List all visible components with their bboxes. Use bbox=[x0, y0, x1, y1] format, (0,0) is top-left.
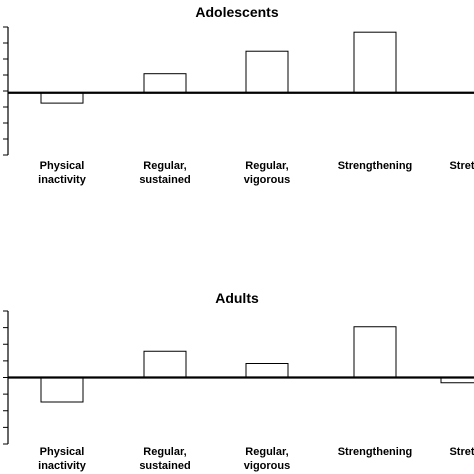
bar bbox=[143, 73, 187, 94]
chart-panel-adolescents: Adolescents Physical inactivity Regular, sus… bbox=[3, 4, 474, 186]
x-tick-label: Regular, vigorous bbox=[244, 160, 290, 186]
bar bbox=[245, 363, 289, 378]
bar bbox=[40, 377, 84, 403]
x-tick-label: Regular, sustained bbox=[139, 160, 190, 186]
chart-title: Adults bbox=[215, 290, 259, 306]
x-tick-label: Stret bbox=[449, 446, 474, 458]
chart-panel-adults: Adults Physical inactivity Regular, sustaine… bbox=[3, 290, 474, 472]
x-tick-label: Regular, sustained bbox=[139, 446, 190, 472]
bar bbox=[353, 31, 397, 94]
x-tick-label: Physical inactivity bbox=[38, 160, 87, 186]
x-tick-label: Physical inactivity bbox=[38, 446, 87, 472]
bar bbox=[40, 92, 84, 104]
x-tick-label: Regular, vigorous bbox=[244, 446, 290, 472]
x-tick-label: Stret bbox=[449, 160, 474, 172]
bar bbox=[353, 326, 397, 378]
chart-title: Adolescents bbox=[195, 4, 278, 20]
x-tick-label: Strengthening bbox=[338, 446, 413, 458]
x-tick-label: Strengthening bbox=[338, 160, 413, 172]
bar bbox=[143, 350, 187, 378]
bar bbox=[245, 50, 289, 94]
